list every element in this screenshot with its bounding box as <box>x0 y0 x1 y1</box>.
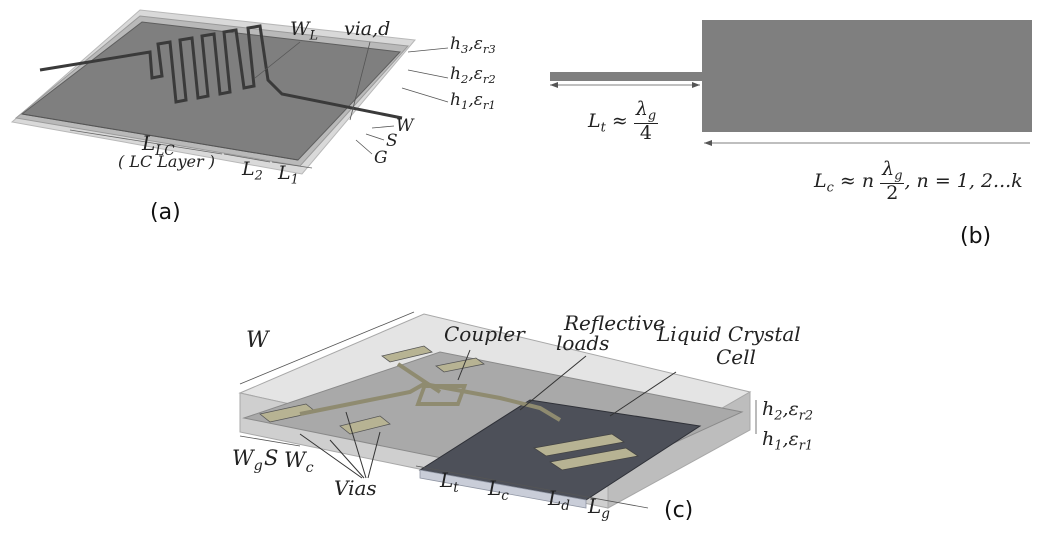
c-s-label: S <box>264 446 279 470</box>
c-h1-label: h1,εr1 <box>762 428 814 454</box>
wc-label: Wc <box>284 448 314 476</box>
h3-label: h3,εr3 <box>450 34 496 57</box>
s-label: S <box>386 131 398 151</box>
via-leader <box>349 41 371 121</box>
caption-a: (a) <box>150 200 181 225</box>
lc-formula: Lc ≈ n λg 2, n = 1, 2...k <box>814 158 1023 205</box>
coupler-label: Coupler <box>444 322 525 346</box>
ground-pad-3 <box>381 345 433 363</box>
via-label: via,d <box>344 18 391 40</box>
g-label: G <box>374 148 388 168</box>
lt-arrow-left <box>550 82 558 88</box>
vias-leader-3 <box>345 411 367 479</box>
loads-label: loads <box>556 331 610 355</box>
coupler-ring <box>415 384 468 406</box>
lc-cell-side <box>419 469 587 509</box>
lc-layer-label: ( LC Layer ) <box>118 152 215 171</box>
c-w-label: W <box>246 328 269 353</box>
reflective-leader <box>519 355 587 411</box>
l-dimension <box>415 465 649 509</box>
h2-label: h2,εr2 <box>450 64 496 87</box>
coupler-branch <box>396 362 442 394</box>
caption-b: (b) <box>960 224 992 249</box>
reflective-load-1 <box>532 433 626 457</box>
caption-c: (c) <box>664 498 694 523</box>
h1-leader <box>401 87 449 103</box>
transition-line <box>550 72 702 81</box>
llc-dimension <box>69 129 223 155</box>
w-leader <box>371 125 395 129</box>
coupler-leader <box>457 349 471 381</box>
coupled-section <box>702 20 1032 132</box>
vias-leader-4 <box>367 431 381 479</box>
w-label: W <box>396 116 414 136</box>
h1-label: h1,εr1 <box>450 90 496 113</box>
vias-label: Vias <box>334 476 377 500</box>
meander-line <box>39 24 403 120</box>
vias-leader-2 <box>329 439 365 479</box>
ground-pad-4 <box>435 357 485 373</box>
w-dimension <box>239 311 415 385</box>
l2-dimension <box>223 153 271 163</box>
lg-label: Lg <box>588 494 610 522</box>
ground-pad-2 <box>339 415 391 435</box>
h2-leader <box>407 69 449 79</box>
l1-label: L1 <box>278 162 299 188</box>
lc-cell-leader <box>609 371 677 417</box>
c-lt-label: Lt <box>440 468 459 496</box>
l2-label: L2 <box>242 158 263 184</box>
wl-label: WL <box>290 18 319 44</box>
c-lc-label: Lc <box>488 476 509 504</box>
wl-leader <box>254 41 301 79</box>
reflective-label: Reflective <box>564 311 665 335</box>
vias-leader-1 <box>299 433 363 479</box>
wg-dimension <box>239 435 301 447</box>
lc-layer-edge <box>21 113 299 161</box>
s-leader <box>365 133 385 141</box>
lc-cell-label-2: Cell <box>716 345 756 369</box>
l1-dimension <box>271 161 313 169</box>
llc-label: LLC <box>142 131 175 159</box>
wg-label: Wg <box>232 446 263 474</box>
lt-arrow-right <box>692 82 700 88</box>
g-leader <box>355 139 373 155</box>
lt-formula: Lt ≈ λg 4 <box>588 98 659 145</box>
c-h2-label: h2,εr2 <box>762 398 814 424</box>
ld-label: Ld <box>548 486 570 514</box>
lc-cell-label-1: Liquid Crystal <box>657 322 801 346</box>
h3-leader <box>407 47 449 53</box>
reflective-load-2 <box>548 447 640 471</box>
lc-arrow-left <box>704 140 712 146</box>
